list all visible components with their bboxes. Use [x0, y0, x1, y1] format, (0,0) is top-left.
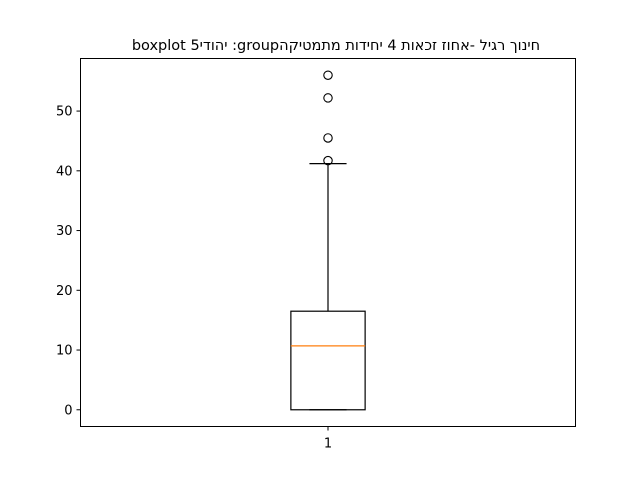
y-tick-label: 20 [56, 284, 73, 299]
outlier-point [323, 155, 333, 166]
chart-title: חינוך רגיל -אחוז זכאות 4 יחידות מתמטיקהg… [132, 38, 540, 54]
outlier-point [323, 70, 333, 80]
y-tick-label: 30 [56, 224, 73, 239]
y-axis: 0 10 20 30 40 50 [56, 105, 81, 418]
x-axis: 1 [324, 426, 332, 452]
outlier-point [323, 133, 333, 143]
y-tick-label: 50 [56, 105, 73, 120]
y-tick-label: 0 [64, 403, 72, 418]
y-tick-label: 40 [56, 164, 73, 179]
outlier-point [323, 93, 333, 103]
box-iqr [290, 310, 366, 411]
box-series [290, 70, 366, 411]
x-tick-label: 1 [324, 437, 332, 452]
y-tick-label: 10 [56, 344, 73, 359]
